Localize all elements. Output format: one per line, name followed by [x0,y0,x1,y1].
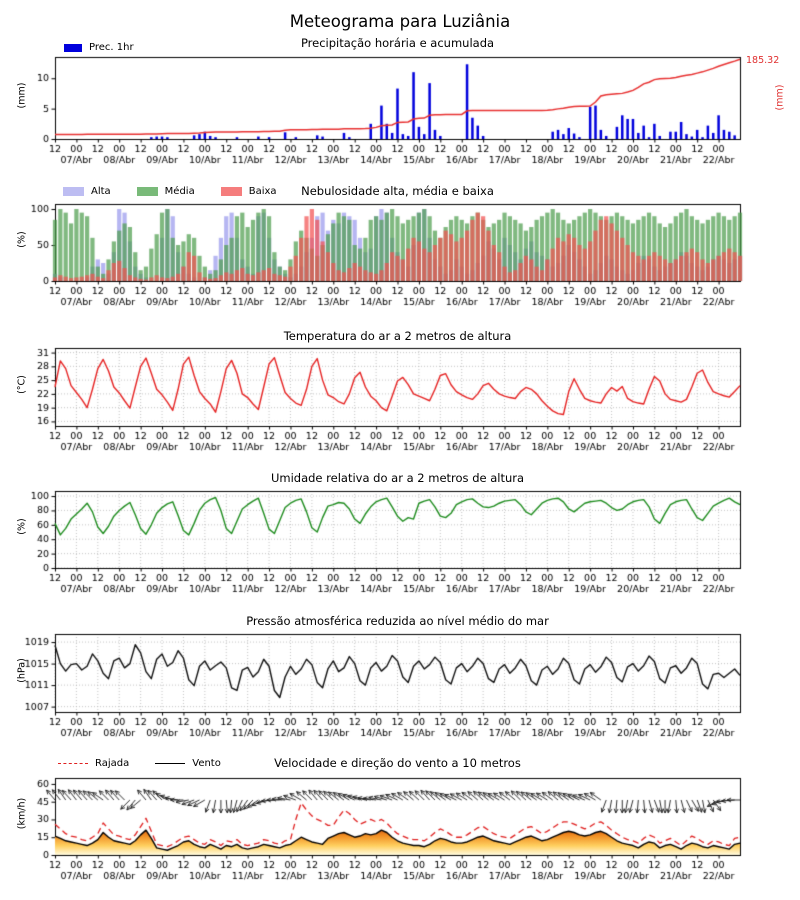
pressure-y-axis-label: (hPa) [16,658,28,683]
media-label: Média [164,186,195,197]
cloud-legend: Alta Média Baixa [63,186,303,197]
baixa-label: Baixa [248,186,277,197]
wind-legend-vento: Vento [155,758,221,769]
cloud-legend-alta: Alta [63,186,111,197]
cloud-legend-baixa: Baixa [220,186,277,197]
page-title: Meteograma para Luziânia [289,12,511,31]
wind-y-axis-label: (km/h) [16,797,28,830]
gust-line-sample [58,763,88,764]
precip-panel-title: Precipitação horária e acumulada [300,36,495,50]
cloud-y-axis-label: (%) [16,231,28,248]
rh-panel-title: Umidade relativa do ar a 2 metros de alt… [270,471,525,485]
media-swatch [136,187,158,196]
temp-y-axis-label: (°C) [16,375,28,394]
vento-label: Vento [192,758,221,769]
accum-y-axis-label: (mm) [774,84,786,111]
alta-swatch [63,187,84,196]
temp-panel-title: Temperatura do ar a 2 metros de altura [283,329,512,343]
wind-legend: Rajada Vento [58,758,247,769]
cloud-legend-media: Média [136,186,195,197]
precip-legend-label: Prec. 1hr [89,42,134,53]
rh-y-axis-label: (%) [16,518,28,535]
wind-panel-title: Velocidade e direção do vento a 10 metro… [274,756,521,770]
precip-legend-swatch [64,43,82,52]
precip-legend: Prec. 1hr [64,42,134,53]
wind-line-sample [155,763,186,764]
pressure-panel-title: Pressão atmosférica reduzida ao nível mé… [246,614,549,628]
precip-y-axis-label: (mm) [16,82,28,109]
baixa-swatch [220,187,242,196]
cloud-panel-title: Nebulosidade alta, média e baixa [301,184,494,198]
wind-legend-rajada: Rajada [58,758,129,769]
alta-label: Alta [91,186,111,197]
rajada-label: Rajada [95,758,130,769]
accum-end-value: 185.32 [746,55,780,66]
